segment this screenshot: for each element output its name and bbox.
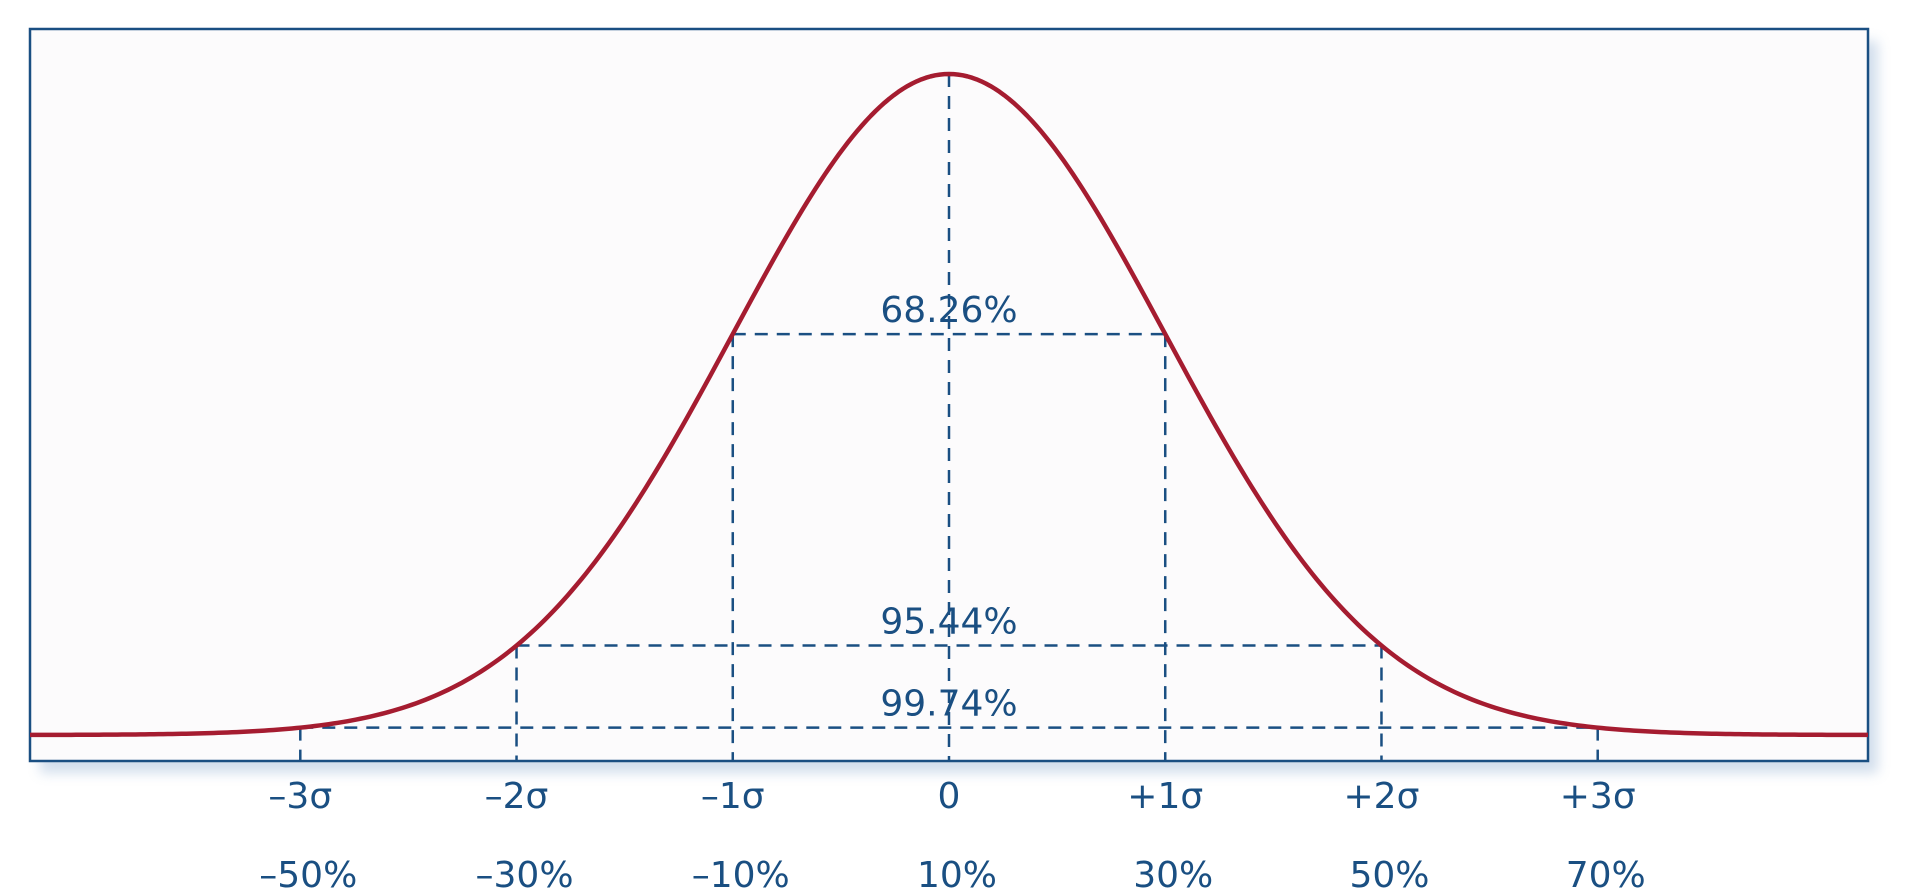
percent-tick-label: –10% bbox=[692, 855, 790, 896]
sigma-tick-label: +2σ bbox=[1344, 776, 1420, 817]
percent-tick-label: 30% bbox=[1133, 855, 1213, 896]
sigma-tick-label: –3σ bbox=[268, 776, 332, 817]
sigma-tick-label: +1σ bbox=[1127, 776, 1203, 817]
sigma-tick-label: +3σ bbox=[1560, 776, 1636, 817]
percent-tick-label: –30% bbox=[476, 855, 574, 896]
percent-tick-label: –50% bbox=[259, 855, 357, 896]
normal-curve-line bbox=[29, 71, 1869, 738]
interval-label-3sigma: 99.74% bbox=[880, 684, 1017, 725]
percent-tick-label: 10% bbox=[917, 855, 997, 896]
sigma-tick-label: –1σ bbox=[701, 776, 765, 817]
interval-label-2sigma: 95.44% bbox=[880, 602, 1017, 643]
percent-tick-label: 70% bbox=[1566, 855, 1646, 896]
interval-label-1sigma: 68.26% bbox=[880, 290, 1017, 331]
sigma-tick-label: 0 bbox=[938, 776, 961, 817]
percent-tick-label: 50% bbox=[1349, 855, 1429, 896]
sigma-tick-label: –2σ bbox=[485, 776, 549, 817]
